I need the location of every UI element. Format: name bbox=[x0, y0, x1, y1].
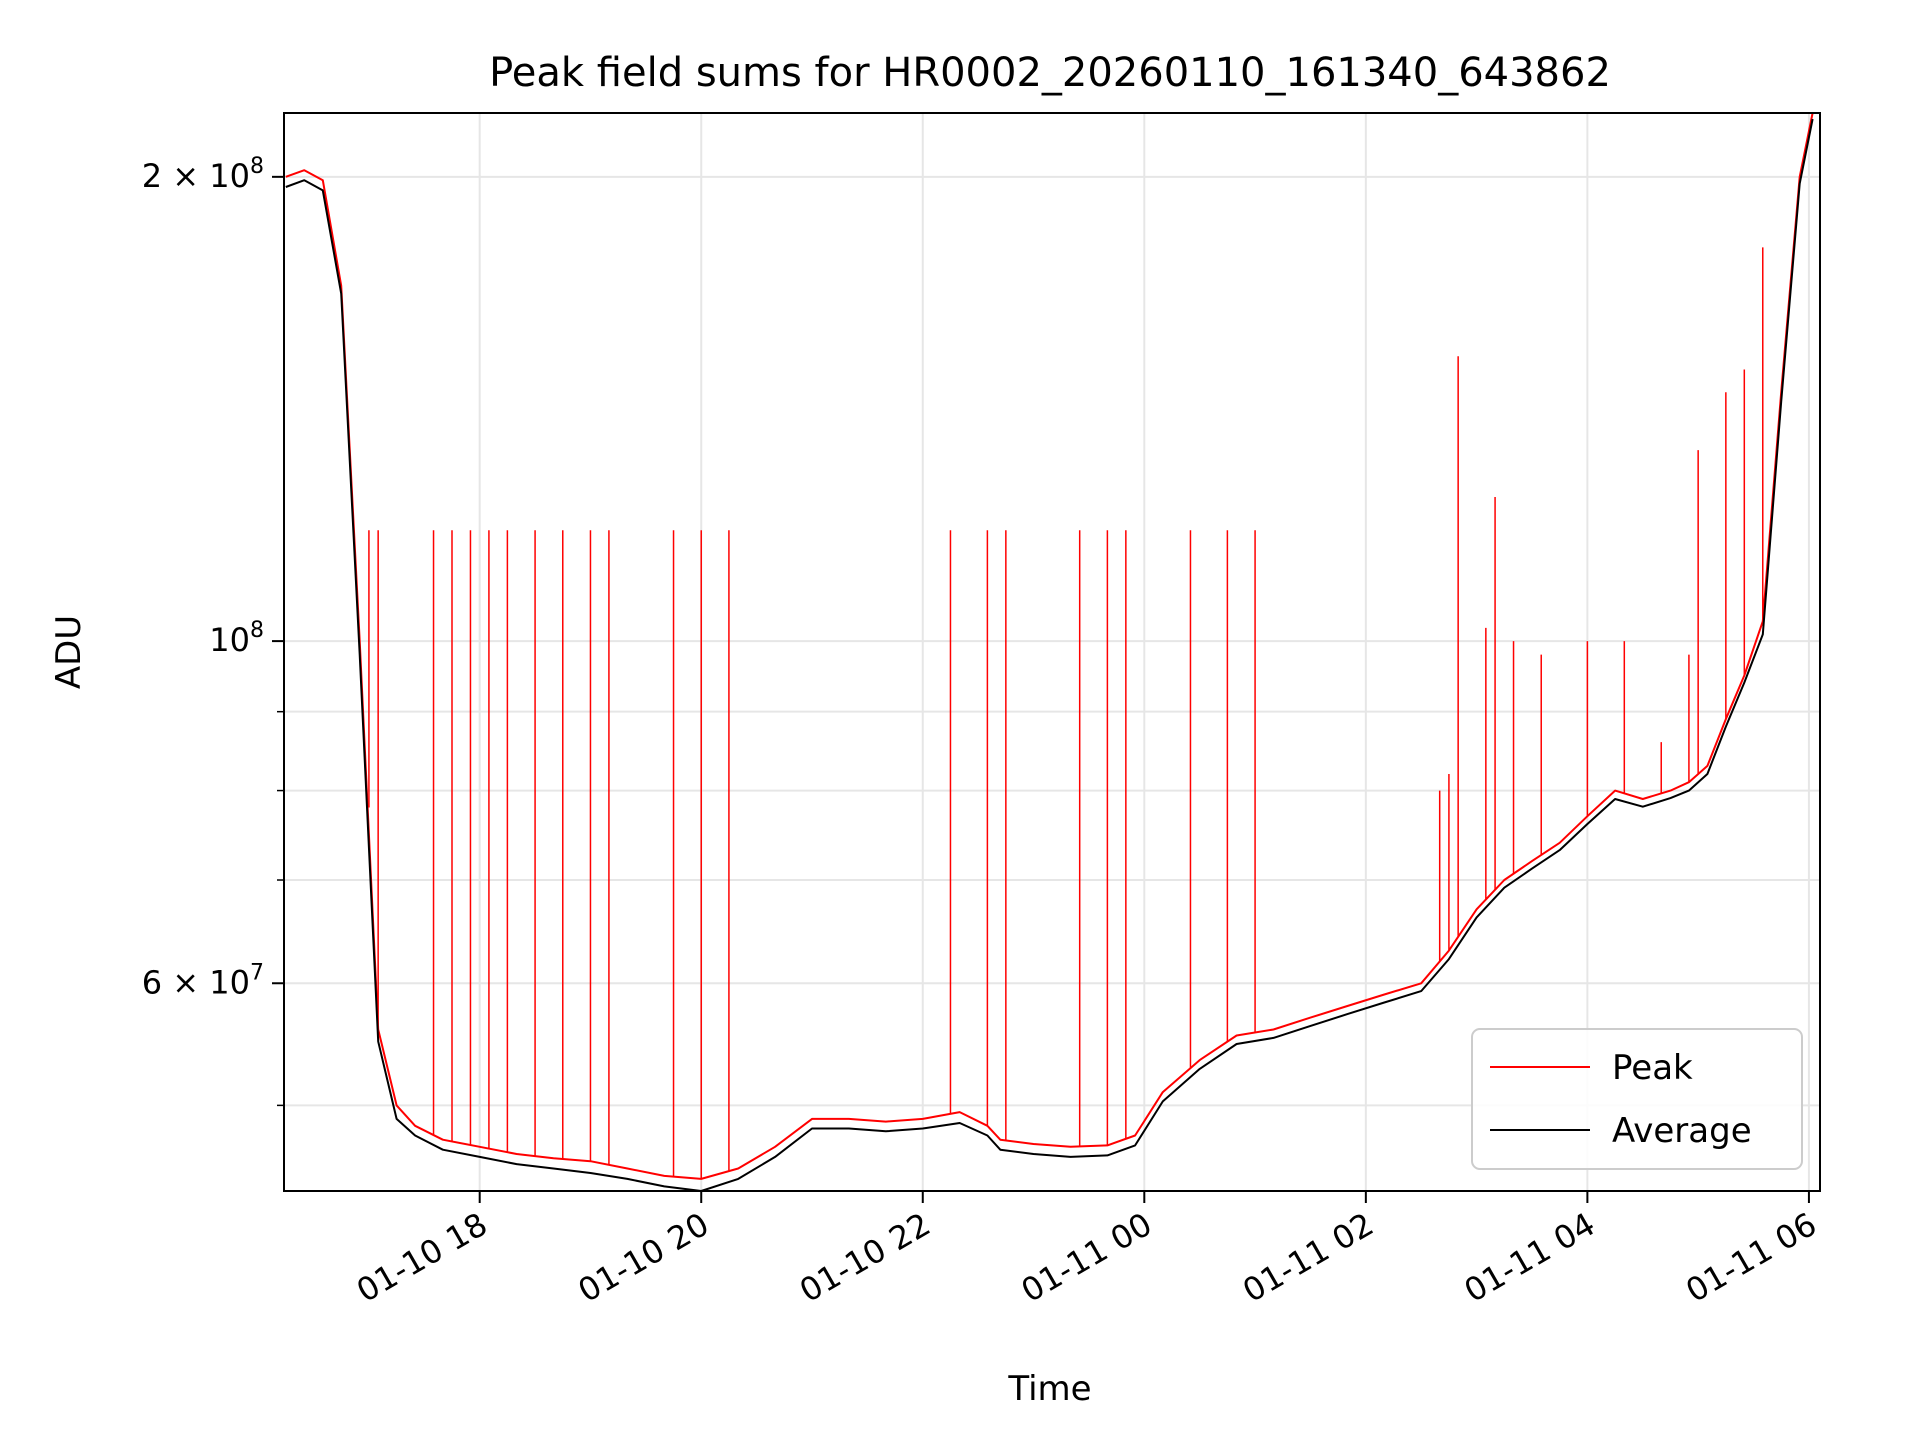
y-tick-label: 6 × 107 bbox=[142, 960, 264, 1001]
series-line-average bbox=[285, 118, 1814, 1192]
legend-label-average: Average bbox=[1612, 1111, 1752, 1151]
legend-label-peak: Peak bbox=[1612, 1048, 1693, 1088]
plot-series bbox=[285, 112, 1814, 1192]
legend: Peak Average bbox=[1471, 1028, 1803, 1170]
legend-box bbox=[1471, 1028, 1803, 1170]
y-axis-label: ADU bbox=[49, 615, 89, 689]
x-axis-label: Time bbox=[1007, 1369, 1091, 1409]
series-line-peak bbox=[285, 112, 1814, 1180]
y-axis: 6 × 107 108 2 × 108 bbox=[142, 154, 284, 1107]
chart-title: Peak field sums for HR0002_20260110_1613… bbox=[489, 50, 1611, 96]
y-tick-label: 108 bbox=[209, 618, 264, 659]
y-tick-label: 2 × 108 bbox=[142, 154, 264, 195]
plot-frame bbox=[283, 112, 1821, 1192]
